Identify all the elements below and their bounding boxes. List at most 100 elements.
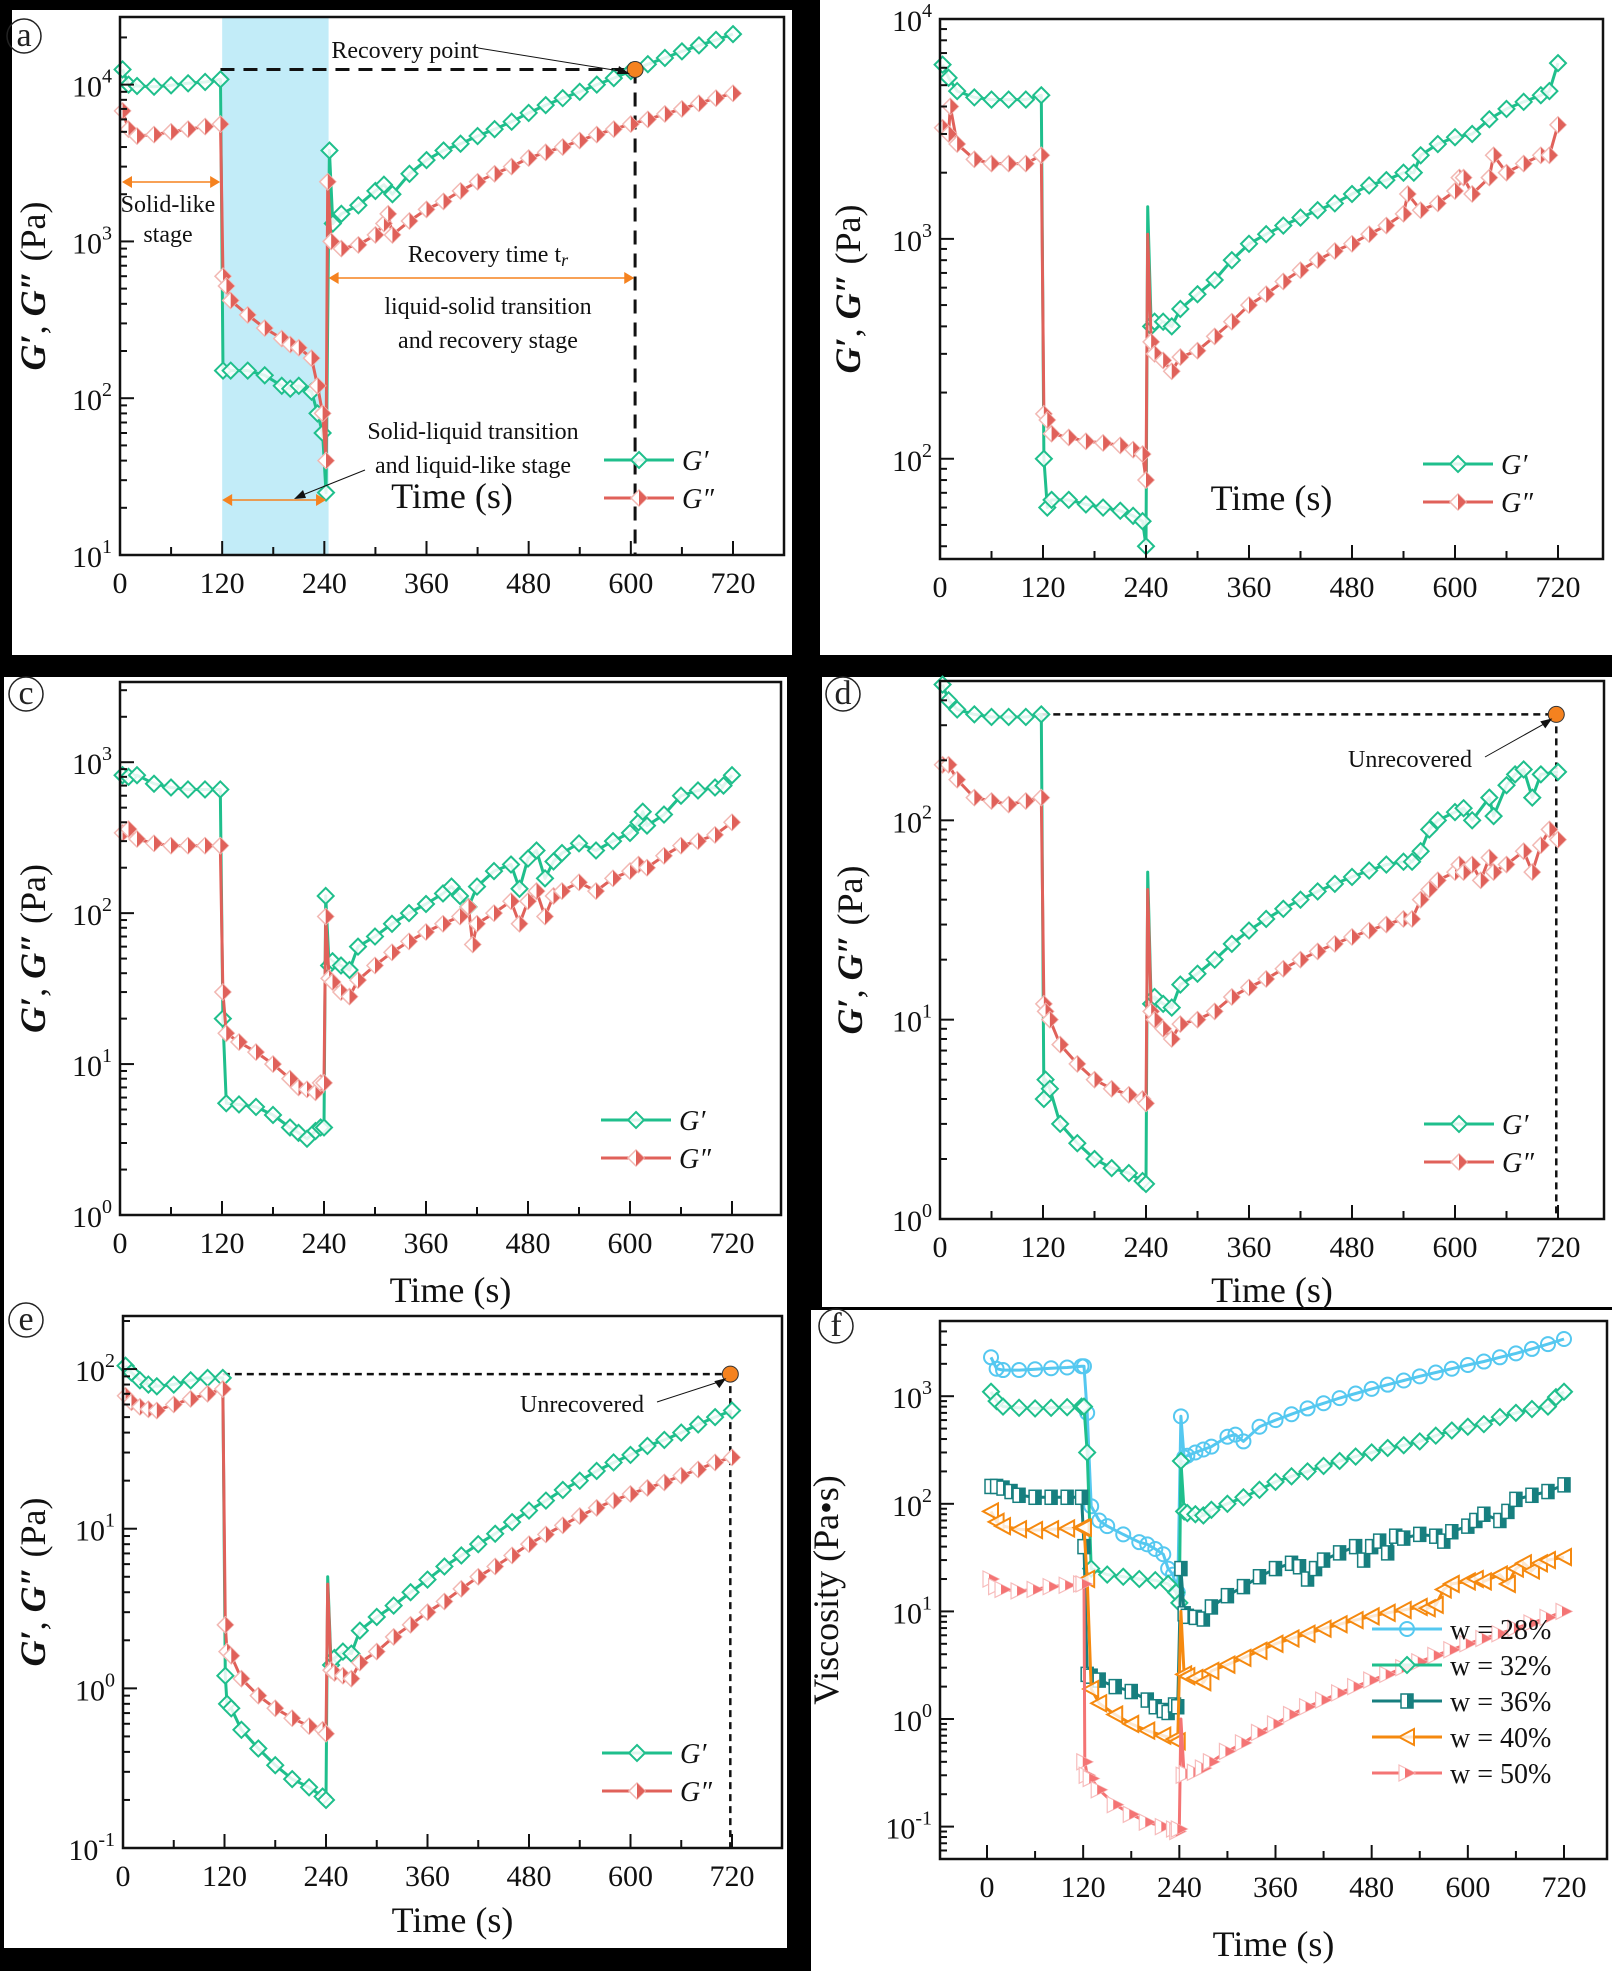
data-point-4-fill <box>1289 1709 1300 1720</box>
data-point-1 <box>1314 1456 1333 1476</box>
data-point-2-fill <box>1355 1539 1362 1554</box>
data-point-1 <box>1234 1487 1253 1507</box>
data-point-0 <box>215 1666 235 1686</box>
data-point-1-fill <box>392 226 401 243</box>
data-point-1-fill <box>1352 928 1360 945</box>
data-point-0 <box>1531 764 1551 784</box>
data-point-0 <box>688 781 708 800</box>
data-point-3 <box>1193 1672 1212 1692</box>
data-point-3 <box>1473 1571 1492 1592</box>
data-point-1-fill <box>205 118 214 135</box>
x-tick-label: 600 <box>608 567 653 600</box>
data-point-0 <box>964 704 984 724</box>
data-point-0 <box>374 175 394 195</box>
data-point-1-fill <box>351 1670 360 1687</box>
panel-letter: a <box>16 17 31 54</box>
y-tick-label: 104 <box>892 0 932 38</box>
data-point-4-fill <box>1257 1727 1268 1738</box>
data-point-0 <box>638 54 658 74</box>
data-point-0 <box>519 1501 539 1520</box>
data-point-1-fill <box>392 944 400 961</box>
legend-marker-fill <box>637 1783 645 1799</box>
data-point-3 <box>1265 1634 1284 1654</box>
data-point-1-fill <box>122 102 131 119</box>
data-point-1-fill <box>1300 262 1309 279</box>
legend-label: w = 32% <box>1450 1651 1551 1682</box>
data-point-0 <box>637 816 657 836</box>
legend-label: w = 40% <box>1450 1723 1551 1754</box>
data-point-0 <box>255 365 275 385</box>
annotation-solid-like: Solid-like <box>121 192 216 218</box>
data-point-1 <box>1113 1567 1133 1587</box>
legend-marker <box>627 1743 647 1763</box>
data-point-1-fill <box>426 924 434 941</box>
data-point-0 <box>1162 316 1182 336</box>
data-point-1-fill <box>596 126 605 143</box>
data-point-1 <box>1201 1500 1221 1520</box>
data-point-0 <box>341 1644 361 1664</box>
y-axis-title: G′, G″ (Pa) <box>828 205 868 374</box>
data-point-1-fill <box>1077 1055 1086 1072</box>
data-point-0 <box>1376 855 1396 874</box>
data-point-1-fill <box>681 1467 690 1484</box>
data-point-1-fill <box>358 236 367 253</box>
y-tick-label: 102 <box>892 440 932 478</box>
data-point-1-fill <box>1429 881 1438 898</box>
data-point-2-fill <box>1339 1545 1346 1560</box>
data-point-1-fill <box>1060 1036 1069 1053</box>
data-point-3 <box>1553 1547 1572 1567</box>
data-point-1-fill <box>715 90 724 107</box>
data-point-0 <box>299 1777 319 1797</box>
y-axis-title: G′, G″ (Pa) <box>13 1498 53 1667</box>
data-point-1-fill <box>468 898 477 915</box>
data-point-1 <box>1554 1382 1574 1402</box>
data-point-0 <box>947 700 967 719</box>
data-point-1-fill <box>579 1508 588 1525</box>
data-point-0 <box>722 1401 742 1420</box>
legend-marker <box>626 1110 646 1130</box>
data-point-1-fill <box>494 905 502 922</box>
x-tick-label: 120 <box>1061 1871 1106 1904</box>
panel-letter: c <box>18 675 33 712</box>
plot-frame <box>121 1314 784 1850</box>
annotation-arrowhead <box>1540 718 1553 729</box>
x-tick-label: 600 <box>1433 1231 1478 1264</box>
data-point-3 <box>1537 1550 1556 1570</box>
data-point-1-fill <box>494 165 503 182</box>
data-point-0 <box>689 35 709 55</box>
data-point-1-fill <box>220 837 229 854</box>
data-point-0 <box>1110 501 1130 521</box>
annotation-unrecovered: Unrecovered <box>1348 747 1472 773</box>
data-point-0 <box>468 126 487 146</box>
data-point-0 <box>1155 1546 1172 1563</box>
data-point-1-fill <box>225 1616 234 1633</box>
data-point-1-fill <box>393 1628 402 1645</box>
data-point-0 <box>367 1607 387 1627</box>
data-point-0 <box>289 376 309 396</box>
data-point-1-fill <box>137 128 146 145</box>
data-point-0 <box>320 141 339 160</box>
data-point-1 <box>1250 1480 1269 1500</box>
data-point-1-fill <box>698 1461 707 1478</box>
data-point-0 <box>246 1097 266 1117</box>
legend-label: G′ <box>680 1739 707 1770</box>
data-point-1-fill <box>226 1025 235 1042</box>
data-point-4-fill <box>1273 1718 1284 1729</box>
data-point-1-fill <box>562 883 570 900</box>
x-tick-label: 600 <box>608 1227 653 1260</box>
data-point-0 <box>1491 1349 1508 1366</box>
data-point-0 <box>1419 820 1439 839</box>
data-point-1 <box>1097 1565 1117 1584</box>
arrowhead-left <box>222 494 233 506</box>
y-tick-label: 103 <box>892 1377 932 1415</box>
arrowhead-left <box>122 176 132 188</box>
data-point-0 <box>161 778 181 797</box>
data-point-3 <box>1121 1714 1140 1734</box>
data-point-1-fill <box>1180 1016 1189 1033</box>
data-point-0 <box>1050 1114 1070 1134</box>
data-point-1-fill <box>137 830 145 847</box>
x-axis-title: Time (s) <box>390 1270 512 1310</box>
data-point-3 <box>1345 1610 1364 1630</box>
data-point-4-fill <box>1562 1606 1572 1617</box>
data-point-3 <box>1329 1614 1348 1634</box>
